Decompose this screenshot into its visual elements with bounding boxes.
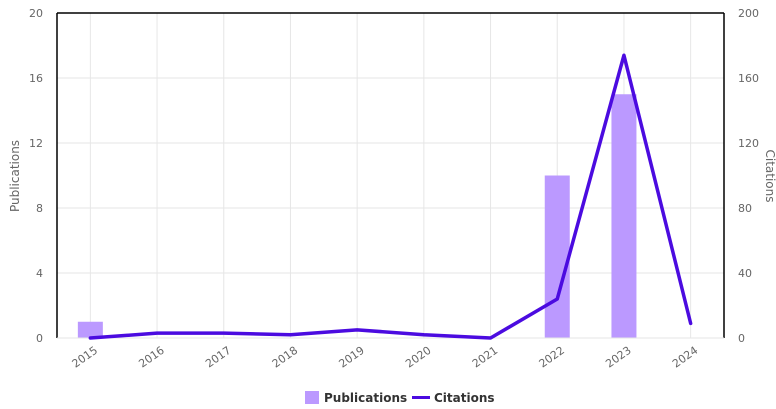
x-tick-label: 2016 <box>136 344 166 371</box>
x-tick-label: 2022 <box>537 344 567 371</box>
x-tick-label: 2021 <box>470 344 500 371</box>
left-axis-ticks: 0 4 8 12 16 20 <box>29 7 43 345</box>
x-axis-ticks: 2015 2016 2017 2018 2019 2020 2021 2022 2023 2024 <box>70 344 701 371</box>
publications-bar-2022 <box>544 175 570 338</box>
x-tick-label: 2017 <box>203 344 233 371</box>
right-tick-label: 80 <box>738 202 752 215</box>
left-tick-label: 8 <box>36 202 43 215</box>
right-tick-label: 160 <box>738 72 759 85</box>
right-tick-label: 200 <box>738 7 759 20</box>
x-tick-label: 2020 <box>403 344 433 371</box>
left-tick-label: 4 <box>36 267 43 280</box>
left-tick-label: 16 <box>29 72 43 85</box>
plot-frame <box>56 12 725 339</box>
x-tick-label: 2023 <box>603 344 633 371</box>
legend-citations-swatch <box>412 396 430 399</box>
legend-citations-label: Citations <box>434 391 495 405</box>
legend-publications-label: Publications <box>324 391 407 405</box>
left-tick-label: 0 <box>36 332 43 345</box>
publications-bar-2023 <box>611 94 637 338</box>
right-tick-label: 40 <box>738 267 752 280</box>
right-axis-title: Citations <box>763 149 776 202</box>
x-tick-label: 2018 <box>270 344 300 371</box>
x-tick-label: 2015 <box>70 344 100 371</box>
legend-publications-swatch <box>305 391 319 404</box>
right-axis-ticks: 0 40 80 120 160 200 <box>738 7 759 345</box>
left-tick-label: 12 <box>29 137 43 150</box>
left-axis-title: Publications <box>8 140 22 212</box>
publications-bars <box>77 94 637 338</box>
x-tick-label: 2019 <box>336 344 366 371</box>
legend: Publications Citations <box>305 391 495 405</box>
x-tick-label: 2024 <box>670 344 700 371</box>
citations-line <box>88 53 693 340</box>
right-tick-label: 0 <box>738 332 745 345</box>
publications-bar-2015 <box>77 321 103 338</box>
right-tick-label: 120 <box>738 137 759 150</box>
left-tick-label: 20 <box>29 7 43 20</box>
